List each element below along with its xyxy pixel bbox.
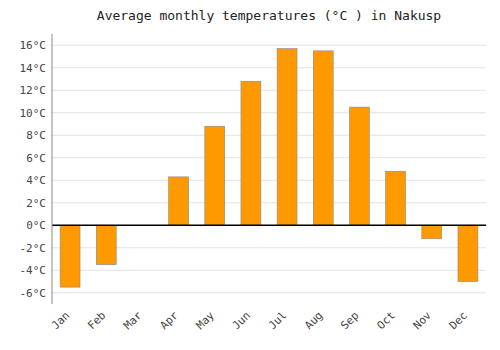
- x-tick-label: Oct: [374, 309, 397, 332]
- grid: [52, 45, 486, 293]
- grid-line: [52, 202, 486, 203]
- chart: Average monthly temperatures (°C ) in Na…: [0, 0, 500, 350]
- x-tick-label: Apr: [157, 309, 181, 333]
- y-tick-label: -6°C: [20, 287, 47, 300]
- x-tick-label: Jul: [266, 309, 289, 332]
- y-tick-label: 14°C: [20, 62, 47, 75]
- grid-line: [52, 45, 486, 46]
- bar: [277, 49, 297, 226]
- bar: [169, 177, 189, 225]
- bar: [96, 225, 116, 264]
- y-tick-label: -2°C: [20, 242, 47, 255]
- x-tick-label: Jan: [49, 309, 72, 332]
- grid-line: [52, 292, 486, 293]
- y-tick-label: 12°C: [20, 84, 47, 97]
- y-tick-label: 0°C: [26, 219, 46, 232]
- grid-line: [52, 112, 486, 113]
- grid-line: [52, 247, 486, 248]
- bars: [60, 49, 478, 288]
- y-axis-line: [52, 34, 53, 304]
- x-tick-label: Mar: [121, 309, 145, 333]
- bar: [60, 225, 80, 287]
- bar: [241, 81, 261, 225]
- grid-line: [52, 90, 486, 91]
- x-tick-label: Jun: [230, 309, 253, 332]
- bar: [458, 225, 478, 281]
- y-tick-label: 2°C: [26, 197, 46, 210]
- x-tick-label: Dec: [447, 309, 470, 332]
- bar: [205, 126, 225, 225]
- bar: [313, 51, 333, 225]
- x-tick-label: Feb: [85, 309, 108, 332]
- grid-line: [52, 225, 486, 226]
- title: Average monthly temperatures (°C ) in Na…: [97, 8, 442, 23]
- y-tick-label: 6°C: [26, 152, 46, 165]
- y-tick-label: 4°C: [26, 174, 46, 187]
- y-tick-label: 8°C: [26, 129, 46, 142]
- x-tick-label: Aug: [302, 309, 325, 332]
- grid-line: [52, 270, 486, 271]
- grid-line: [52, 135, 486, 136]
- grid-line: [52, 157, 486, 158]
- grid-line: [52, 180, 486, 181]
- bar: [349, 107, 369, 225]
- x-tick-label: Nov: [411, 309, 435, 333]
- grid-line: [52, 67, 486, 68]
- bar: [422, 225, 442, 239]
- y-tick-label: 10°C: [20, 107, 47, 120]
- y-tick-label: -4°C: [20, 264, 47, 277]
- zero-line: [52, 225, 486, 227]
- x-tick-label: Sep: [338, 309, 361, 332]
- x-tick-label: May: [194, 309, 218, 333]
- bar: [386, 171, 406, 225]
- y-tick-label: 16°C: [20, 39, 47, 52]
